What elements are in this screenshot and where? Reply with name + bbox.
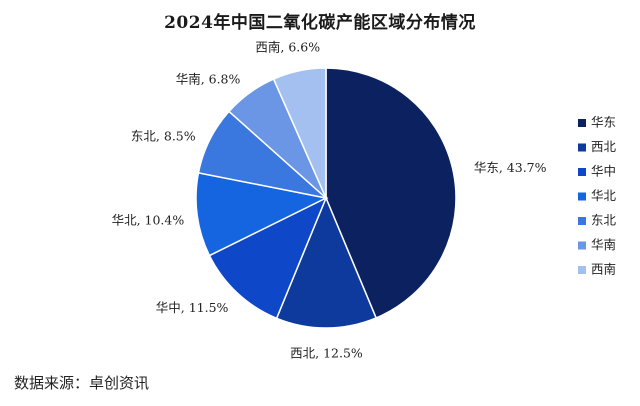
pie-slice-2 — [275, 196, 378, 329]
slice-label-4: 华北, 10.4% — [112, 212, 185, 227]
slice-label-3: 华中, 11.5% — [156, 300, 229, 315]
pie-slice-7 — [272, 67, 327, 199]
source-note: 数据来源：卓创资讯 — [14, 374, 150, 392]
pie-slice-4 — [195, 171, 329, 257]
legend-swatch-7 — [578, 266, 586, 274]
legend-label-3: 华中 — [591, 164, 616, 179]
slice-label-7: 西南, 6.6% — [255, 40, 320, 55]
legend-swatch-3 — [578, 168, 586, 176]
legend-label-5: 东北 — [591, 213, 617, 228]
legend-label-2: 西北 — [591, 139, 617, 154]
legend-label-1: 华东 — [591, 115, 616, 130]
legend-swatch-5 — [578, 217, 586, 225]
legend-swatch-1 — [578, 119, 586, 127]
pie-slices — [195, 67, 457, 329]
slice-label-2: 西北, 12.5% — [290, 346, 363, 361]
pie-slice-3 — [208, 196, 328, 320]
legend-swatch-4 — [578, 192, 586, 201]
pie-slice-1 — [325, 67, 457, 319]
legend-label-6: 华南 — [591, 237, 616, 252]
legend-swatch-2 — [578, 143, 586, 152]
slice-label-5: 东北, 8.5% — [131, 129, 196, 144]
slice-label-1: 华东, 43.7% — [474, 160, 547, 175]
slice-label-6: 华南, 6.8% — [176, 72, 241, 87]
slice-labels: 华东, 43.7% 西北, 12.5% 华中, 11.5% 华北, 10.4% 东北, … — [112, 40, 547, 361]
chart-title: 2024年中国二氧化碳产能区域分布情况 — [164, 13, 476, 33]
legend-label-4: 华北 — [591, 188, 617, 203]
legend-swatch-6 — [578, 241, 586, 250]
legend-label-7: 西南 — [591, 262, 616, 277]
